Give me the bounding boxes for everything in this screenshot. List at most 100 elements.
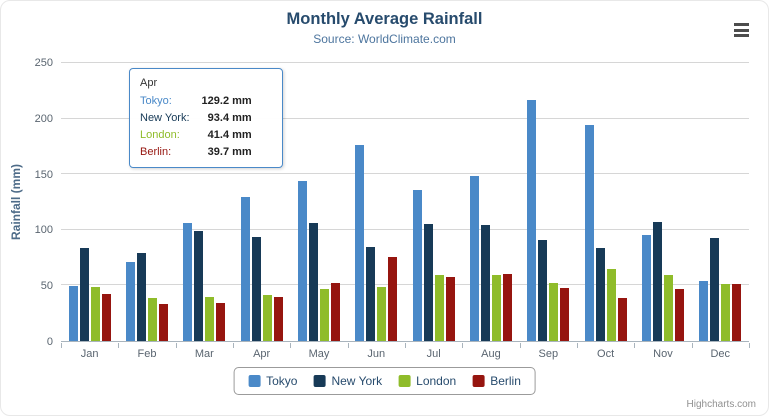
- legend-label: Tokyo: [266, 374, 298, 388]
- bar-berlin-jul[interactable]: [445, 277, 455, 341]
- bar-new-york-sep[interactable]: [538, 239, 548, 341]
- bar-tokyo-dec[interactable]: [699, 280, 709, 341]
- x-axis-tick: [462, 343, 464, 348]
- bar-london-dec[interactable]: [721, 284, 731, 341]
- x-axis-tick: [118, 343, 120, 348]
- tooltip-series-name: Berlin:: [140, 146, 172, 158]
- x-axis-labels: Jan Feb Mar Apr May Jun Jul Aug Sep Oct Nov Dec: [61, 348, 749, 360]
- x-tick-label-jan: Jan: [80, 348, 99, 360]
- bar-tokyo-feb[interactable]: [125, 261, 135, 341]
- bar-london-sep[interactable]: [549, 282, 559, 341]
- bar-berlin-aug[interactable]: [502, 273, 512, 341]
- bar-berlin-apr[interactable]: [273, 296, 283, 341]
- x-tick-label-sep: Sep: [538, 348, 559, 360]
- context-menu-button[interactable]: [730, 20, 754, 40]
- x-axis-tick: [519, 343, 521, 348]
- bar-group-jun: [348, 63, 405, 341]
- bar-berlin-jun[interactable]: [388, 257, 398, 341]
- chart-title: Monthly Average Rainfall: [286, 10, 483, 28]
- bar-london-nov[interactable]: [663, 275, 673, 341]
- bar-group-aug: [462, 63, 519, 341]
- tooltip-series-value: 93.4 mm: [207, 112, 252, 124]
- bar-london-mar[interactable]: [205, 297, 215, 341]
- bar-london-apr[interactable]: [262, 294, 272, 341]
- bar-berlin-dec[interactable]: [732, 284, 742, 341]
- bar-new-york-apr[interactable]: [251, 237, 261, 341]
- y-tick-label: 150: [34, 168, 53, 181]
- x-axis-tick: [175, 343, 177, 348]
- gridline: [61, 62, 749, 63]
- legend-item-tokyo[interactable]: Tokyo: [248, 374, 297, 388]
- bar-new-york-nov[interactable]: [652, 222, 662, 341]
- bar-group-mar: [176, 63, 233, 341]
- bar-new-york-jan[interactable]: [79, 248, 89, 341]
- bar-london-jan[interactable]: [90, 286, 100, 341]
- tooltip-series-value: 41.4 mm: [207, 129, 252, 141]
- tooltip-series-value: 39.7 mm: [207, 146, 252, 158]
- y-tick-label: 100: [34, 224, 53, 237]
- bar-berlin-jan[interactable]: [101, 293, 111, 341]
- bar-groups: [61, 63, 749, 341]
- legend-label: Berlin: [490, 374, 521, 388]
- bar-berlin-nov[interactable]: [674, 288, 684, 341]
- bar-new-york-oct[interactable]: [595, 248, 605, 341]
- bar-group-oct: [577, 63, 634, 341]
- bar-london-feb[interactable]: [147, 297, 157, 341]
- credits-link[interactable]: Highcharts.com: [686, 399, 756, 410]
- x-tick-label-feb: Feb: [137, 348, 157, 360]
- legend-item-new-york[interactable]: New York: [313, 374, 382, 388]
- bar-berlin-feb[interactable]: [158, 304, 168, 341]
- legend-item-berlin[interactable]: Berlin: [472, 374, 521, 388]
- bar-london-oct[interactable]: [606, 268, 616, 341]
- legend-symbol: [248, 375, 261, 387]
- tooltip-header: Apr: [140, 77, 158, 89]
- x-tick-label-aug: Aug: [481, 348, 501, 360]
- x-axis-tick: [634, 343, 636, 348]
- bar-tokyo-oct[interactable]: [584, 125, 594, 341]
- bar-group-feb: [118, 63, 175, 341]
- bar-london-jun[interactable]: [377, 287, 387, 341]
- hamburger-menu-icon: [734, 23, 749, 26]
- bar-london-may[interactable]: [319, 288, 329, 341]
- bar-berlin-sep[interactable]: [560, 288, 570, 341]
- x-axis-tick: [61, 343, 62, 348]
- bar-tokyo-nov[interactable]: [641, 234, 651, 341]
- bar-tokyo-may[interactable]: [297, 180, 307, 341]
- bar-tokyo-jun[interactable]: [355, 145, 365, 341]
- bar-tokyo-jul[interactable]: [412, 190, 422, 341]
- bar-tokyo-apr[interactable]: [240, 197, 250, 341]
- bar-london-jul[interactable]: [434, 275, 444, 341]
- bar-group-nov: [634, 63, 691, 341]
- legend-item-london[interactable]: London: [398, 374, 456, 388]
- bar-new-york-jul[interactable]: [423, 224, 433, 341]
- x-axis-tick: [347, 343, 349, 348]
- x-tick-label-nov: Nov: [653, 348, 673, 360]
- bar-berlin-oct[interactable]: [617, 297, 627, 341]
- bar-tokyo-sep[interactable]: [527, 100, 537, 341]
- x-axis-ticks: [61, 343, 750, 348]
- bar-tokyo-mar[interactable]: [183, 222, 193, 341]
- bar-berlin-may[interactable]: [330, 282, 340, 341]
- bar-new-york-feb[interactable]: [136, 253, 146, 341]
- y-tick-label: 250: [34, 57, 53, 69]
- gridline: [61, 173, 749, 175]
- x-tick-label-mar: Mar: [194, 348, 214, 360]
- bar-new-york-dec[interactable]: [710, 238, 720, 341]
- legend-symbol: [472, 375, 485, 387]
- bar-group-apr: [233, 63, 290, 341]
- bar-berlin-mar[interactable]: [216, 302, 226, 341]
- bar-group-jul: [405, 63, 462, 341]
- legend-symbol: [398, 375, 411, 387]
- legend-label: London: [416, 374, 457, 388]
- x-tick-label-apr: Apr: [253, 348, 271, 360]
- bar-london-aug[interactable]: [491, 274, 501, 341]
- bar-new-york-jun[interactable]: [366, 247, 376, 341]
- bar-new-york-may[interactable]: [308, 223, 318, 341]
- bar-new-york-mar[interactable]: [194, 231, 204, 341]
- bar-tokyo-aug[interactable]: [469, 175, 479, 341]
- bar-new-york-aug[interactable]: [480, 225, 490, 341]
- bar-tokyo-jan[interactable]: [68, 285, 78, 341]
- tooltip-series-name: New York:: [140, 112, 190, 124]
- x-tick-label-oct: Oct: [597, 348, 615, 360]
- tooltip-series-name: London:: [140, 129, 180, 141]
